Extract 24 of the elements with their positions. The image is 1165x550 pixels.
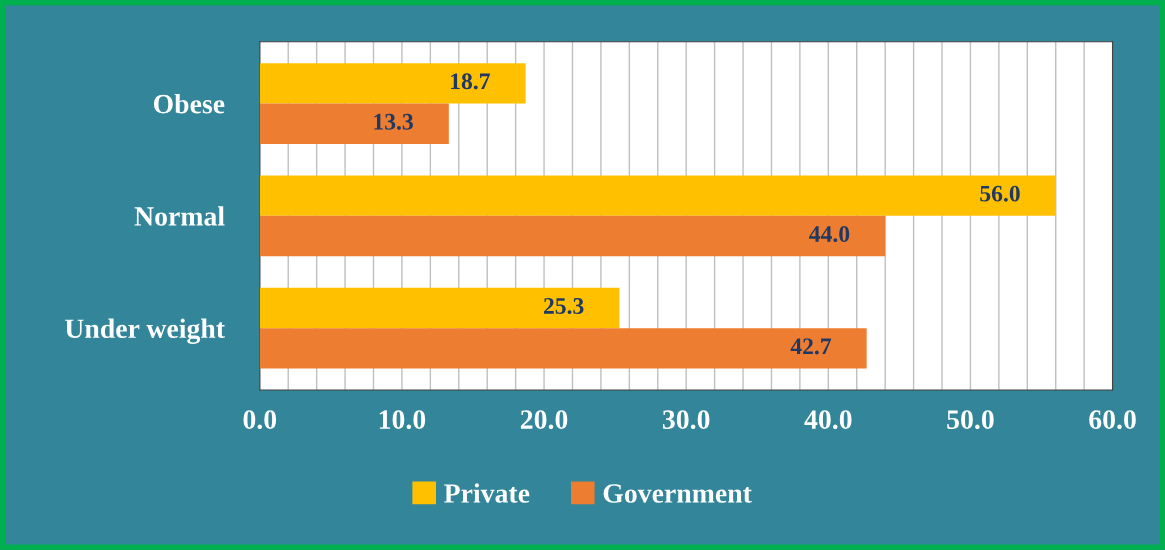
data-label: 13.3 bbox=[374, 113, 413, 130]
x-tick-label: 10.0 bbox=[379, 410, 426, 430]
bar bbox=[259, 287, 620, 329]
data-label: 25.3 bbox=[543, 298, 584, 314]
bar bbox=[259, 215, 886, 257]
y-tick-label: Normal bbox=[134, 206, 225, 226]
legend-label: Government bbox=[603, 484, 752, 503]
x-tick-label: 60.0 bbox=[1089, 410, 1136, 430]
y-tick-label: Under weight bbox=[64, 318, 225, 344]
bar bbox=[259, 103, 449, 144]
x-tick-label: 0.0 bbox=[243, 410, 277, 430]
data-label: 42.7 bbox=[790, 338, 832, 355]
bar bbox=[259, 175, 1056, 216]
bar bbox=[259, 63, 526, 104]
y-tick-label: Obese bbox=[153, 93, 225, 114]
data-label: 18.7 bbox=[451, 73, 490, 90]
legend-label: Private bbox=[444, 483, 530, 503]
x-tick-label: 30.0 bbox=[662, 410, 710, 430]
data-label: 56.0 bbox=[980, 185, 1020, 202]
bar bbox=[259, 328, 867, 369]
data-label: 44.0 bbox=[809, 226, 850, 243]
x-tick-label: 40.0 bbox=[804, 410, 852, 430]
x-tick-label: 20.0 bbox=[520, 410, 568, 430]
x-tick-label: 50.0 bbox=[947, 410, 994, 430]
